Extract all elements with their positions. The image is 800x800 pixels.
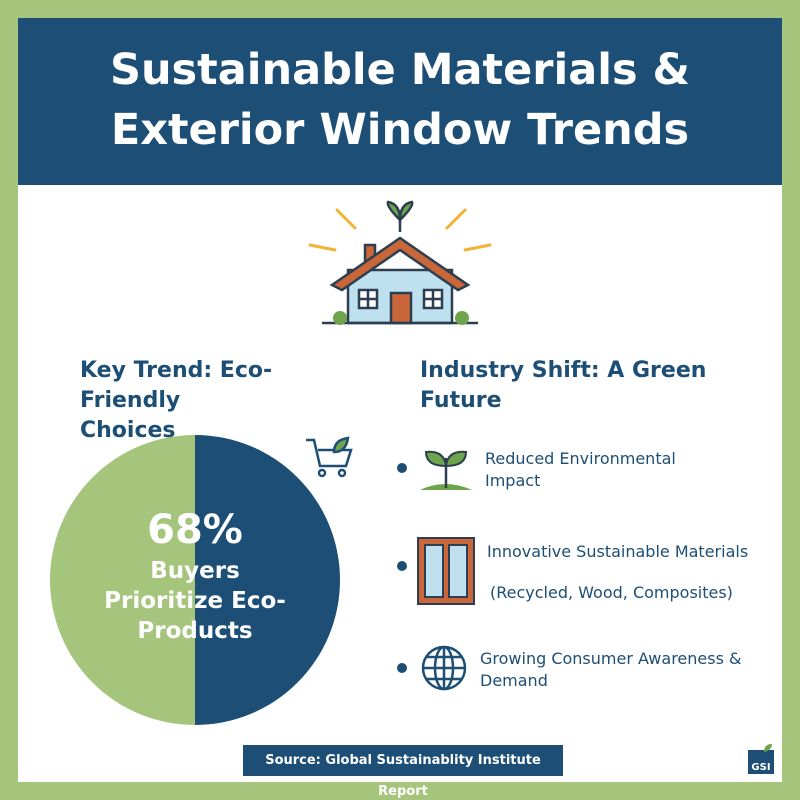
house-icon	[322, 200, 478, 325]
left-heading: Key Trend: Eco-Friendly Choices	[80, 358, 273, 443]
stat-value: 68%	[147, 507, 243, 553]
rays	[308, 208, 492, 252]
logo: GSI	[751, 762, 771, 773]
circle-right	[195, 435, 340, 725]
item-text: Growing Consumer Awareness & Demand	[480, 649, 742, 690]
window-icon	[417, 537, 475, 605]
item-text: Reduced Environmental Impact	[485, 449, 676, 490]
circle-left	[50, 435, 195, 725]
logo-badge	[748, 750, 774, 774]
title: Sustainable Materials & Exterior Window …	[109, 45, 691, 155]
cart-icon	[306, 436, 353, 478]
bullets	[397, 463, 407, 673]
logo-leaf	[764, 744, 772, 752]
globe-icon	[421, 645, 467, 691]
item-text: Innovative Sustainable Materials	[487, 542, 749, 561]
source: Source: Global Sustainablity Institute R…	[243, 745, 563, 799]
stat-label: Buyers Prioritize Eco-Products	[104, 558, 286, 644]
header-band	[18, 18, 782, 185]
right-heading: Industry Shift: A Green Future	[420, 358, 707, 413]
item-note: (Recycled, Wood, Composites)	[490, 583, 733, 602]
sprout-icon	[420, 450, 472, 490]
